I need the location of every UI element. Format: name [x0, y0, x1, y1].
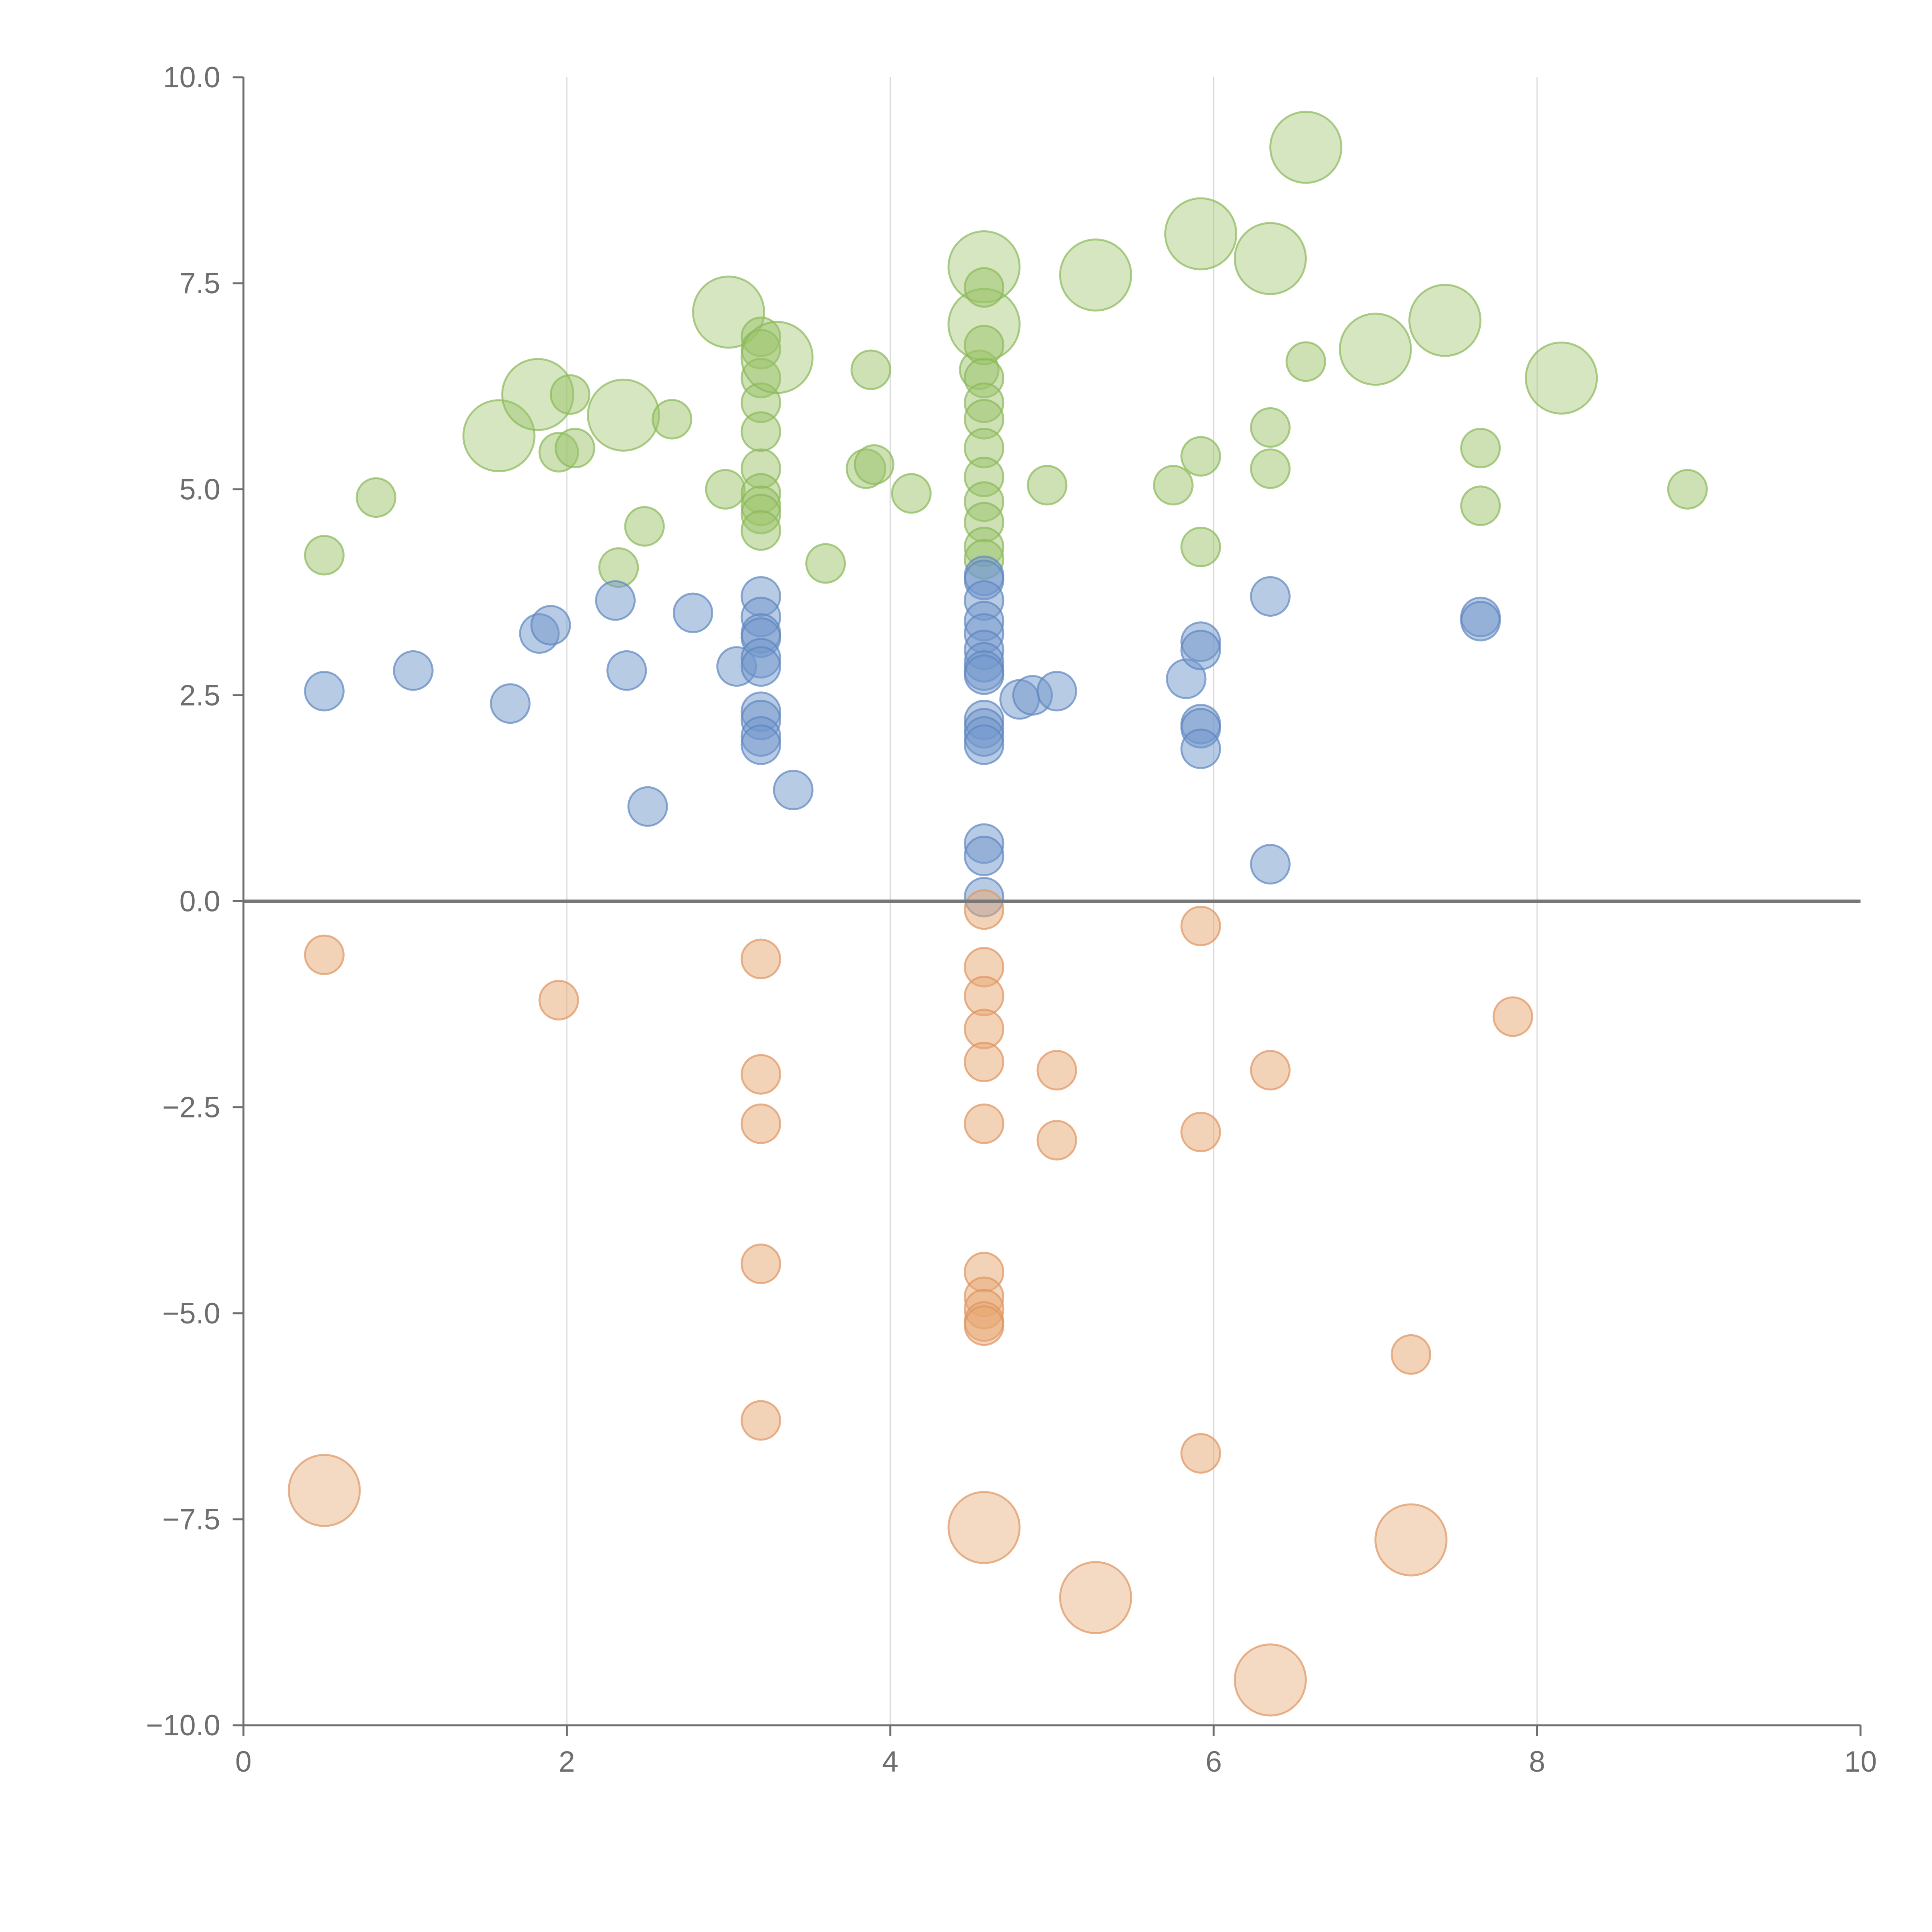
blue-bubble	[1250, 576, 1291, 617]
green-bubble	[854, 444, 895, 485]
orange-bubble	[304, 934, 345, 975]
blue-bubble	[595, 580, 636, 621]
orange-bubble	[1180, 1112, 1221, 1153]
x-tick-label: 0	[235, 1745, 252, 1778]
green-bubble	[1460, 428, 1501, 469]
green-bubble	[850, 349, 891, 390]
y-tick-label: −2.5	[162, 1091, 220, 1124]
orange-bubble	[1233, 1643, 1307, 1717]
y-tick-label: −7.5	[162, 1503, 220, 1536]
green-bubble	[1164, 197, 1238, 270]
axes: 10.0 7.5 5.0 2.5 0.0 −2.5 −5.0 −7.5 −10.0 0 2 4 6 8 10	[146, 61, 1877, 1778]
orange-bubble	[740, 1103, 781, 1144]
green-bubble	[891, 473, 932, 514]
x-tick-label: 2	[559, 1745, 575, 1778]
blue-bubble	[740, 724, 781, 765]
green-bubble	[1059, 238, 1132, 312]
x-tick-label: 4	[882, 1745, 898, 1778]
green-bubble	[1180, 527, 1221, 568]
green-bubble	[740, 321, 814, 394]
green-bubble	[651, 399, 692, 440]
y-tick-label: 2.5	[179, 679, 220, 712]
y-tick-label: 0.0	[179, 885, 220, 918]
blue-bubble	[627, 786, 668, 827]
y-tick-label: 10.0	[163, 61, 220, 94]
orange-bubble	[287, 1454, 361, 1527]
blue-bubble	[1460, 600, 1501, 641]
x-tick-label: 10	[1844, 1745, 1877, 1778]
green-bubble	[964, 267, 1005, 308]
green-bubble	[1339, 313, 1412, 386]
y-tick-label: 5.0	[179, 473, 220, 506]
green-bubble	[1027, 465, 1068, 506]
orange-bubble	[740, 1400, 781, 1441]
orange-bubble	[1059, 1561, 1132, 1634]
bubbles	[287, 111, 1708, 1717]
blue-bubble	[1250, 844, 1291, 885]
orange-bubble	[740, 939, 781, 980]
orange-bubble	[1250, 1050, 1291, 1091]
blue-bubble	[964, 835, 1005, 876]
blue-bubble	[1180, 728, 1221, 769]
orange-bubble	[964, 889, 1005, 930]
blue-bubble	[740, 646, 781, 687]
green-bubble	[1460, 485, 1501, 526]
blue-bubble	[304, 671, 345, 712]
orange-bubble	[1391, 1334, 1432, 1375]
green-bubble	[1233, 222, 1307, 295]
green-bubble	[587, 378, 660, 452]
orange-bubble	[1036, 1120, 1077, 1161]
y-tick-label: −5.0	[162, 1297, 220, 1330]
green-bubble	[554, 428, 595, 469]
blue-bubble	[672, 592, 713, 633]
green-bubble	[705, 469, 746, 510]
blue-bubble	[964, 724, 1005, 765]
orange-bubble	[1036, 1050, 1077, 1091]
green-bubble	[1269, 111, 1343, 184]
y-tick-label: 7.5	[179, 267, 220, 300]
orange-bubble	[1492, 996, 1533, 1037]
blue-bubble	[964, 654, 1005, 695]
orange-bubble	[740, 1243, 781, 1284]
orange-bubble	[1180, 905, 1221, 946]
blue-bubble	[773, 770, 814, 811]
orange-bubble	[964, 1041, 1005, 1082]
orange-bubble	[740, 1054, 781, 1095]
green-bubble	[304, 535, 345, 576]
blue-bubble	[1180, 629, 1221, 670]
orange-bubble	[964, 1305, 1005, 1346]
orange-bubble	[1180, 1433, 1221, 1474]
blue-bubble	[490, 683, 531, 724]
green-bubble	[740, 411, 781, 452]
green-bubble	[1667, 469, 1708, 510]
green-bubble	[1180, 436, 1221, 477]
x-tick-label: 8	[1529, 1745, 1545, 1778]
orange-bubble	[538, 980, 579, 1020]
orange-bubble	[947, 1491, 1021, 1564]
blue-bubble	[530, 605, 571, 646]
orange-bubble	[964, 1103, 1005, 1144]
green-bubble	[1525, 341, 1598, 415]
green-bubble	[624, 506, 665, 547]
green-bubble	[740, 510, 781, 551]
green-bubble	[805, 543, 846, 584]
green-bubble	[1250, 407, 1291, 448]
green-bubble	[462, 399, 536, 473]
orange-bubble	[1374, 1503, 1448, 1577]
blue-bubble	[1036, 671, 1077, 712]
green-bubble	[1408, 284, 1481, 357]
green-bubble	[1153, 465, 1194, 506]
blue-bubble	[606, 650, 647, 691]
blue-bubble	[393, 650, 434, 691]
y-tick-label: −10.0	[146, 1709, 220, 1742]
green-bubble	[1250, 448, 1291, 489]
green-bubble	[355, 477, 396, 518]
green-bubble	[549, 374, 590, 415]
green-bubble	[1286, 341, 1327, 382]
x-tick-label: 6	[1206, 1745, 1222, 1778]
